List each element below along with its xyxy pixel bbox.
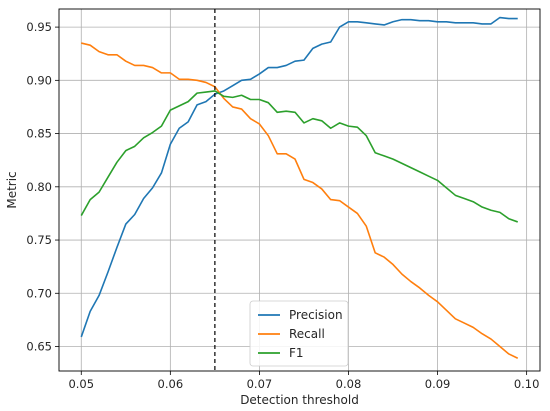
y-axis-label: Metric <box>5 171 19 208</box>
x-tick-label: 0.09 <box>425 377 451 391</box>
x-tick-label: 0.07 <box>247 377 273 391</box>
plot-frame <box>58 8 541 372</box>
series-line-recall <box>81 42 519 359</box>
y-tick-label: 0.65 <box>26 340 52 354</box>
legend-label: Recall <box>289 327 325 341</box>
y-tick-label: 0.85 <box>26 127 52 141</box>
legend-box <box>249 300 349 367</box>
x-axis-label: Detection threshold <box>240 393 359 407</box>
grid <box>59 9 540 371</box>
series-lines <box>80 16 519 359</box>
y-tick-label: 0.95 <box>26 20 52 34</box>
x-tick-label: 0.06 <box>158 377 184 391</box>
legend-label: F1 <box>289 346 304 360</box>
series-line-precision <box>80 16 518 338</box>
y-tick-label: 0.80 <box>26 180 52 194</box>
x-tick-label: 0.08 <box>336 377 362 391</box>
x-tick-label: 0.10 <box>514 377 540 391</box>
y-tick-label: 0.90 <box>26 73 52 87</box>
series-line-f1 <box>80 90 518 223</box>
y-tick-label: 0.75 <box>26 233 52 247</box>
axis-ticks: 0.05 0.06 0.07 0.08 0.09 0.10 0.65 0.70 0.75 0.80… <box>26 20 539 391</box>
legend-label: Precision <box>289 308 343 322</box>
x-tick-label: 0.05 <box>68 377 94 391</box>
y-tick-label: 0.70 <box>26 286 52 300</box>
legend: Precision Recall F1 <box>249 300 349 367</box>
